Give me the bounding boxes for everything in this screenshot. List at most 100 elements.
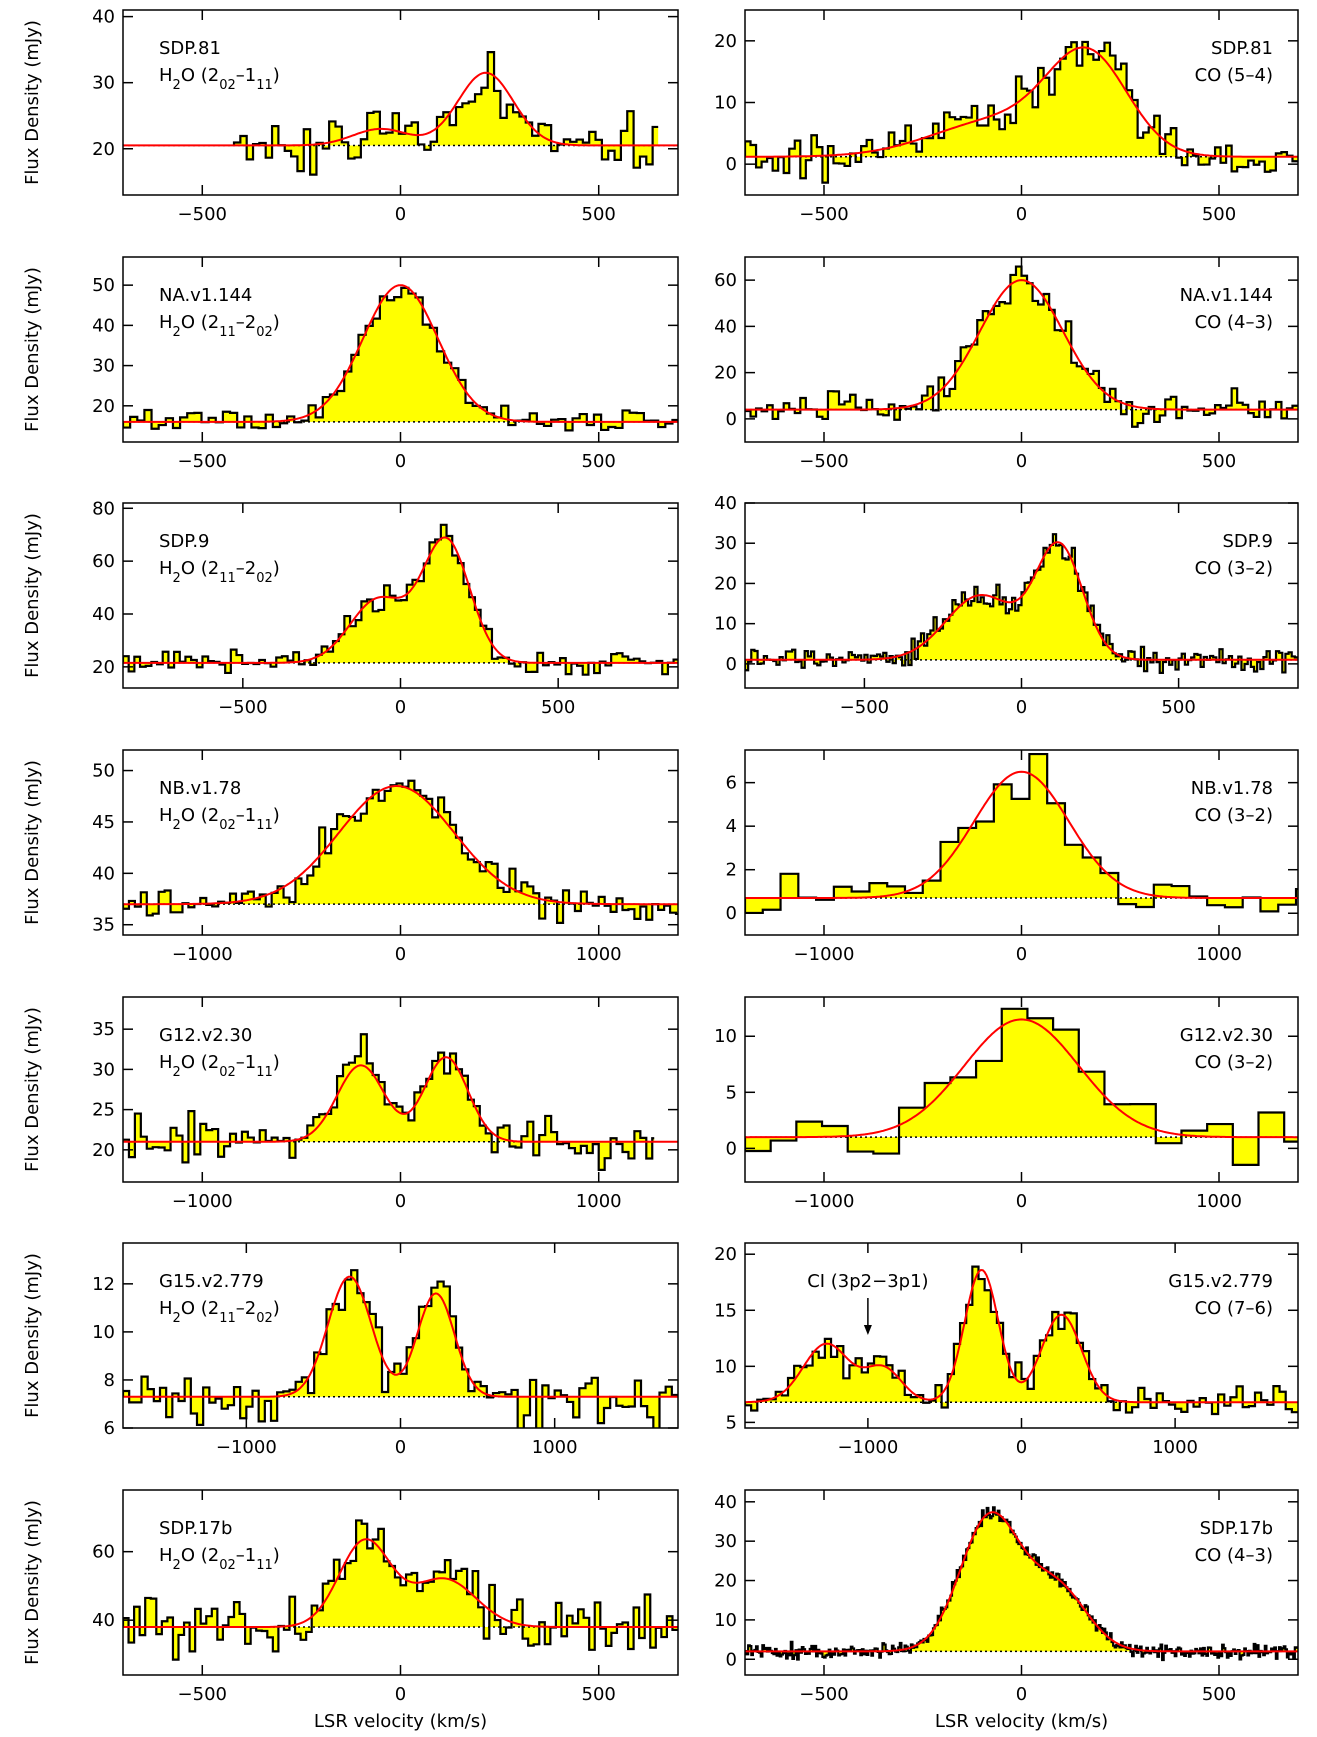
spectrum-histogram — [745, 1506, 1298, 1662]
y-axis-label: Flux Density (mJy) — [22, 760, 43, 925]
y-tick-label: 0 — [726, 903, 737, 924]
y-tick-label: 40 — [92, 604, 115, 625]
source-name: SDP.81 — [159, 38, 221, 59]
spectrum-panel-na-v1-144-co: −500 0 500 0 20 40 60 NA.v1.144 CO (4–3) — [714, 256, 1299, 472]
x-tick-label: −500 — [178, 1684, 227, 1705]
transition-label: H2O (211–202) — [159, 312, 280, 340]
y-axis-label: Flux Density (mJy) — [22, 1007, 43, 1172]
source-name: SDP.9 — [159, 531, 210, 552]
spectrum-panel-g12-v2-30-h2o: −1000 0 1000 20 25 30 35 G12.v2.30 H2O (202–111)… — [22, 996, 679, 1212]
ci-line-annotation: CI (3p2−3p1) — [807, 1271, 928, 1292]
y-tick-label: 35 — [92, 1019, 115, 1040]
y-axis-label: Flux Density (mJy) — [22, 513, 43, 678]
spectrum-fill — [745, 1008, 1298, 1165]
spectrum-fill — [745, 1507, 1298, 1661]
source-name: G12.v2.30 — [1180, 1025, 1273, 1046]
y-tick-label: 20 — [714, 1244, 737, 1265]
y-tick-label: 4 — [726, 816, 737, 837]
source-name: G15.v2.779 — [1168, 1271, 1273, 1292]
source-name: G12.v2.30 — [159, 1025, 252, 1046]
y-tick-label: 6 — [726, 773, 737, 794]
gaussian-fit — [745, 1511, 1298, 1653]
gaussian-fit — [745, 46, 1298, 158]
y-tick-label: 20 — [92, 1140, 115, 1161]
x-tick-label: −1000 — [172, 944, 233, 965]
spectrum-histogram — [123, 1519, 678, 1661]
x-tick-label: −1000 — [216, 1437, 277, 1458]
y-tick-label: 60 — [92, 1542, 115, 1563]
arrow-head-icon — [863, 1325, 872, 1335]
y-tick-label: 5 — [726, 1082, 737, 1103]
transition-label: CO (7–6) — [1195, 1298, 1273, 1319]
spectrum-fill — [234, 52, 659, 175]
spectrum-fill — [745, 1266, 1298, 1415]
y-tick-label: 0 — [726, 654, 737, 675]
y-tick-label: 25 — [92, 1100, 115, 1121]
y-tick-label: 40 — [714, 1492, 737, 1513]
transition-label: CO (3–2) — [1195, 558, 1273, 579]
y-tick-label: 40 — [92, 7, 115, 28]
gaussian-fit — [123, 284, 678, 423]
gaussian-fit — [123, 1538, 678, 1628]
y-tick-label: 0 — [726, 1138, 737, 1159]
y-tick-label: 30 — [714, 1531, 737, 1552]
spectrum-histogram — [123, 286, 678, 432]
y-tick-label: 8 — [104, 1370, 115, 1391]
y-tick-label: 10 — [92, 1322, 115, 1343]
source-name: NA.v1.144 — [159, 285, 252, 306]
spectrum-panel-na-v1-144-h2o: −500 0 500 20 30 40 50 NA.v1.144 H2O (211–202) Fl… — [22, 256, 679, 472]
source-name: SDP.17b — [1200, 1518, 1273, 1539]
y-tick-label: 0 — [726, 1649, 737, 1670]
x-tick-label: 1000 — [576, 1191, 622, 1212]
y-tick-label: 60 — [714, 270, 737, 291]
spectrum-histogram — [745, 1265, 1298, 1416]
gaussian-fit — [123, 71, 678, 147]
x-tick-label: 0 — [1016, 944, 1027, 965]
y-tick-label: 30 — [92, 73, 115, 94]
y-axis-label: Flux Density (mJy) — [22, 1500, 43, 1665]
x-tick-label: 500 — [541, 697, 575, 718]
spectrum-panel-g12-v2-30-co: −1000 0 1000 0 5 10 G12.v2.30 CO (3–2) — [714, 996, 1299, 1212]
source-name: NB.v1.78 — [1191, 778, 1273, 799]
y-tick-label: 40 — [92, 863, 115, 884]
x-axis-label: LSR velocity (km/s) — [935, 1711, 1108, 1732]
y-tick-label: 12 — [92, 1274, 115, 1295]
y-tick-label: 10 — [714, 1026, 737, 1047]
x-tick-label: −500 — [799, 451, 848, 472]
gaussian-fit — [745, 1018, 1298, 1139]
x-tick-label: 1000 — [532, 1437, 578, 1458]
spectrum-histogram — [123, 779, 678, 924]
spectrum-histogram — [745, 752, 1298, 915]
y-tick-label: 15 — [714, 1300, 737, 1321]
x-tick-label: 0 — [395, 944, 406, 965]
transition-label: CO (3–2) — [1195, 1052, 1273, 1073]
spectrum-histogram — [232, 51, 659, 176]
x-tick-label: −500 — [799, 204, 848, 225]
x-tick-label: 1000 — [576, 944, 622, 965]
transition-label: CO (4–3) — [1195, 1545, 1273, 1566]
x-tick-label: 0 — [1016, 1684, 1027, 1705]
spectrum-fill — [123, 524, 678, 675]
y-tick-label: 35 — [92, 915, 115, 936]
spectrum-fill — [745, 754, 1298, 913]
x-tick-label: 0 — [395, 451, 406, 472]
spectrum-panel-sdp-17b-h2o: −500 0 500 40 60 SDP.17b H2O (202–111) Flux Den… — [22, 1489, 679, 1732]
spectrum-histogram — [123, 1269, 678, 1428]
y-tick-label: 20 — [714, 363, 737, 384]
x-tick-label: 1000 — [1196, 1191, 1242, 1212]
x-tick-label: 0 — [395, 1684, 406, 1705]
y-tick-label: 6 — [104, 1418, 115, 1439]
spectrum-panel-sdp-9-co: −500 0 500 0 10 20 30 40 SDP.9 CO (3–2) — [714, 493, 1299, 718]
y-tick-label: 60 — [92, 551, 115, 572]
y-tick-label: 40 — [714, 316, 737, 337]
spectrum-panel-g15-v2-779-co: −1000 0 1000 5 10 15 20 G15.v2.779 CO (7–6) CI (3… — [714, 1242, 1299, 1458]
transition-label: CO (3–2) — [1195, 805, 1273, 826]
x-tick-label: 0 — [395, 1437, 406, 1458]
gaussian-fit — [745, 541, 1298, 661]
y-tick-label: 0 — [726, 154, 737, 175]
spectrum-panel-sdp-81-h2o: −500 0 500 20 30 40 SDP.81 H2O (202–111) Flux De… — [22, 7, 679, 225]
y-tick-label: 20 — [714, 31, 737, 52]
x-tick-label: 500 — [1202, 451, 1236, 472]
y-tick-label: 40 — [714, 493, 737, 514]
